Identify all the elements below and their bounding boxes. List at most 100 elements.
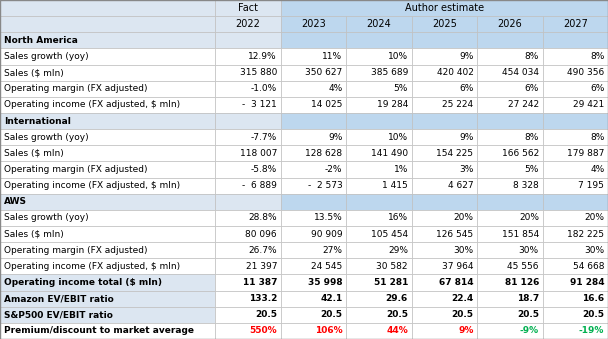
Bar [346, 129, 412, 145]
Text: 9%: 9% [328, 133, 342, 142]
Bar [542, 113, 608, 129]
Bar [215, 226, 281, 242]
Bar [0, 129, 215, 145]
Text: 5%: 5% [525, 165, 539, 174]
Text: 8 328: 8 328 [513, 181, 539, 190]
Text: 29%: 29% [388, 246, 408, 255]
Bar [542, 129, 608, 145]
Bar [542, 242, 608, 258]
Bar [281, 258, 346, 275]
Bar [542, 16, 608, 32]
Bar [542, 194, 608, 210]
Bar [477, 161, 542, 178]
Bar [542, 323, 608, 339]
Bar [215, 48, 281, 64]
Text: 20.5: 20.5 [451, 310, 474, 319]
Bar [281, 291, 346, 307]
Bar [346, 323, 412, 339]
Text: 1 415: 1 415 [382, 181, 408, 190]
Bar [0, 48, 215, 64]
Bar [477, 226, 542, 242]
Bar [346, 275, 412, 291]
Text: 105 454: 105 454 [371, 230, 408, 239]
Text: 20%: 20% [584, 214, 604, 222]
Text: 26.7%: 26.7% [249, 246, 277, 255]
Bar [412, 64, 477, 81]
Bar [412, 129, 477, 145]
Bar [346, 113, 412, 129]
Bar [477, 48, 542, 64]
Bar [215, 291, 281, 307]
Text: 30%: 30% [454, 246, 474, 255]
Bar [542, 275, 608, 291]
Text: 30 582: 30 582 [376, 262, 408, 271]
Bar [346, 145, 412, 161]
Bar [346, 81, 412, 97]
Text: 2024: 2024 [367, 19, 391, 29]
Text: 30%: 30% [519, 246, 539, 255]
Bar [215, 81, 281, 97]
Text: 133.2: 133.2 [249, 294, 277, 303]
Bar [542, 161, 608, 178]
Bar [346, 97, 412, 113]
Bar [215, 16, 281, 32]
Bar [542, 81, 608, 97]
Bar [215, 210, 281, 226]
Text: 16.6: 16.6 [582, 294, 604, 303]
Text: 5%: 5% [393, 84, 408, 93]
Bar [0, 161, 215, 178]
Text: 20.5: 20.5 [517, 310, 539, 319]
Text: 42.1: 42.1 [320, 294, 342, 303]
Text: 550%: 550% [249, 326, 277, 335]
Bar [215, 161, 281, 178]
Bar [0, 307, 215, 323]
Bar [412, 307, 477, 323]
Text: Sales growth (yoy): Sales growth (yoy) [4, 214, 88, 222]
Bar [281, 178, 346, 194]
Bar [0, 323, 215, 339]
Text: Sales ($ mln): Sales ($ mln) [4, 230, 63, 239]
Bar [281, 97, 346, 113]
Text: 22.4: 22.4 [451, 294, 474, 303]
Text: 154 225: 154 225 [437, 149, 474, 158]
Bar [542, 145, 608, 161]
Text: 28.8%: 28.8% [249, 214, 277, 222]
Bar [412, 242, 477, 258]
Bar [477, 16, 542, 32]
Bar [542, 97, 608, 113]
Text: 67 814: 67 814 [439, 278, 474, 287]
Bar [0, 0, 215, 16]
Text: Operating income (FX adjusted, $ mln): Operating income (FX adjusted, $ mln) [4, 181, 180, 190]
Text: 20.5: 20.5 [582, 310, 604, 319]
Text: Amazon EV/EBIT ratio: Amazon EV/EBIT ratio [4, 294, 114, 303]
Text: 51 281: 51 281 [373, 278, 408, 287]
Bar [346, 161, 412, 178]
Text: 21 397: 21 397 [246, 262, 277, 271]
Text: -19%: -19% [579, 326, 604, 335]
Bar [281, 161, 346, 178]
Text: 126 545: 126 545 [437, 230, 474, 239]
Text: -1.0%: -1.0% [250, 84, 277, 93]
Bar [477, 64, 542, 81]
Bar [412, 275, 477, 291]
Text: 11%: 11% [322, 52, 342, 61]
Bar [281, 226, 346, 242]
Bar [0, 258, 215, 275]
Text: -  6 889: - 6 889 [242, 181, 277, 190]
Text: 90 909: 90 909 [311, 230, 342, 239]
Text: 4 627: 4 627 [447, 181, 474, 190]
Bar [346, 307, 412, 323]
Text: 6%: 6% [459, 84, 474, 93]
Bar [412, 323, 477, 339]
Bar [346, 258, 412, 275]
Text: 18.7: 18.7 [517, 294, 539, 303]
Text: Sales growth (yoy): Sales growth (yoy) [4, 133, 88, 142]
Text: 420 402: 420 402 [437, 68, 474, 77]
Text: 8%: 8% [590, 133, 604, 142]
Text: 106%: 106% [315, 326, 342, 335]
Text: Operating income (FX adjusted, $ mln): Operating income (FX adjusted, $ mln) [4, 100, 180, 109]
Bar [346, 178, 412, 194]
Text: 141 490: 141 490 [371, 149, 408, 158]
Bar [412, 16, 477, 32]
Bar [412, 81, 477, 97]
